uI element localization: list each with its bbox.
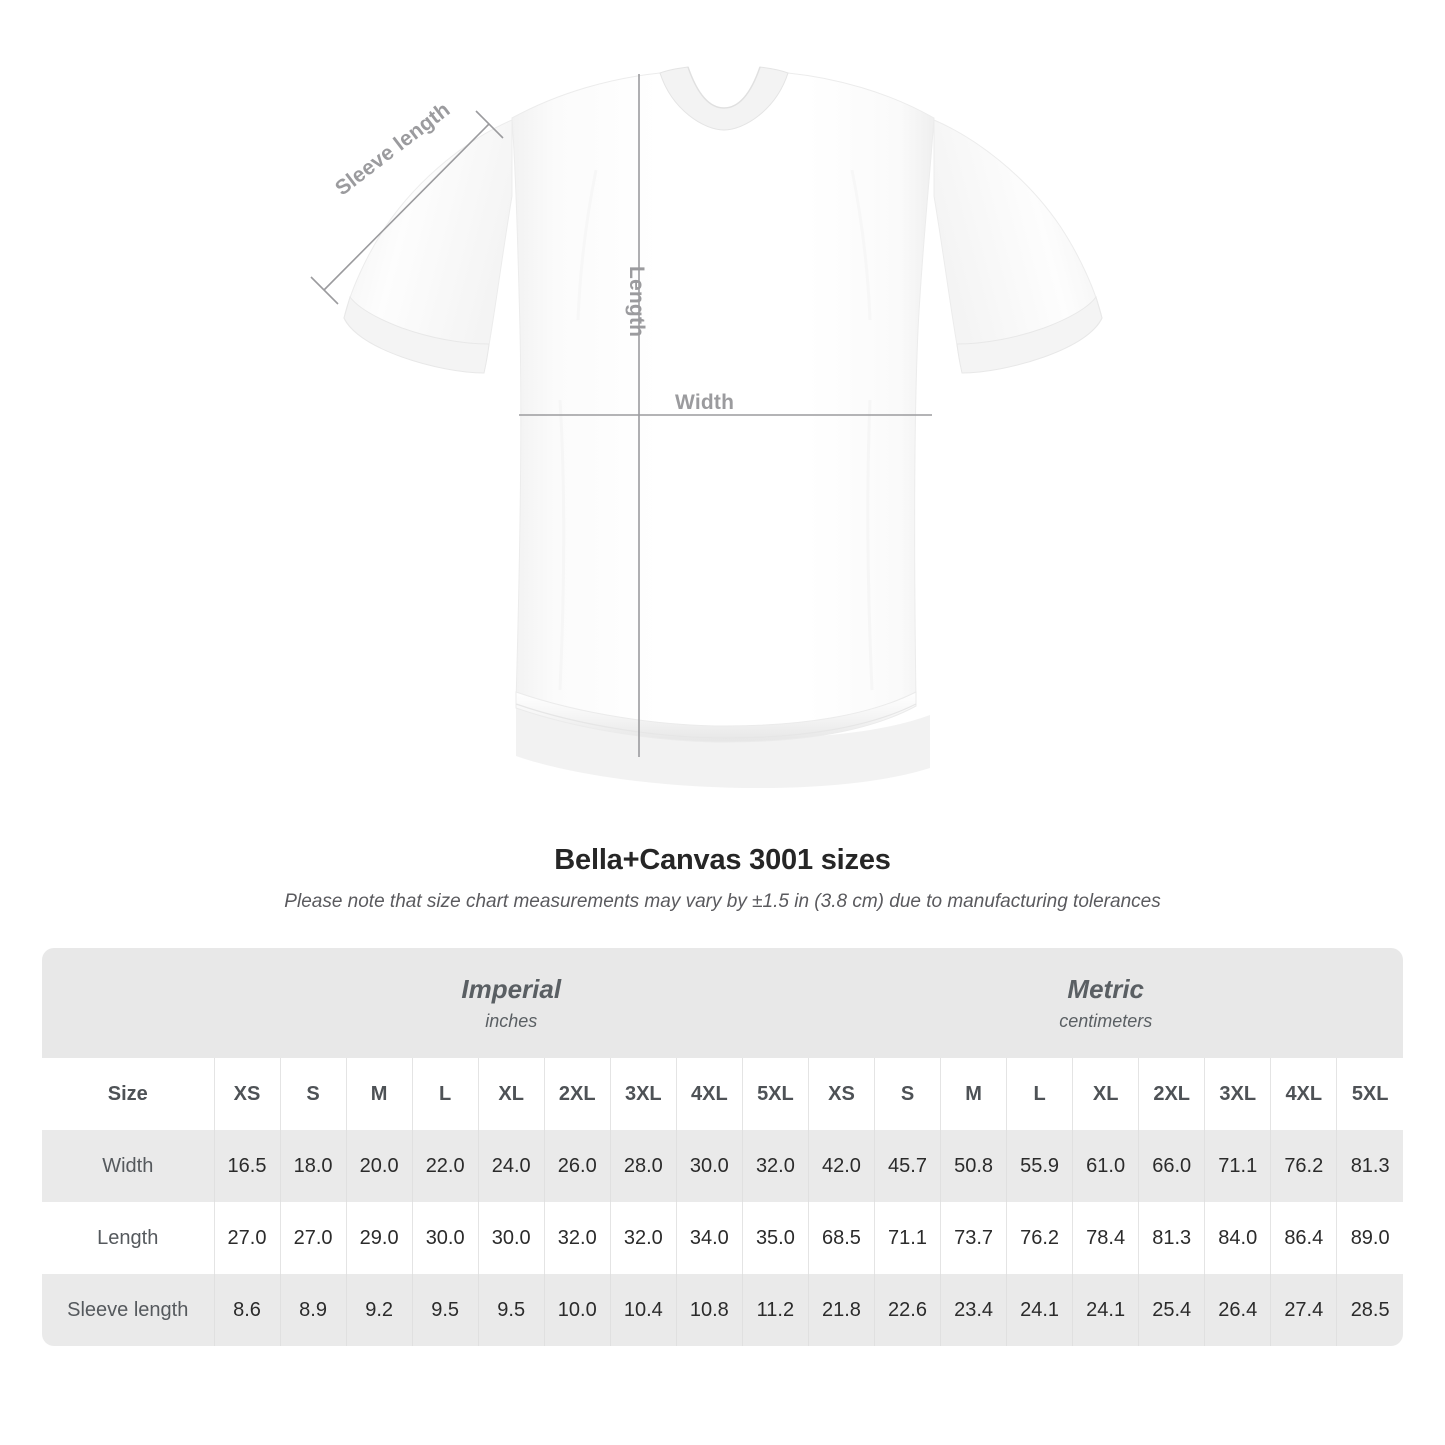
size-header-imperial-l: L <box>411 1058 479 1130</box>
cell-width-metric-3xl: 71.1 <box>1204 1130 1271 1202</box>
cell-length-metric-2xl: 81.3 <box>1138 1202 1205 1274</box>
cell-sleeve-length-imperial-4xl: 10.8 <box>675 1274 743 1346</box>
banner-spacer-cell <box>42 948 214 1058</box>
cell-width-imperial-m: 20.0 <box>345 1130 413 1202</box>
size-header-imperial-4xl: 4XL <box>675 1058 743 1130</box>
tshirt-illustration <box>310 66 1103 789</box>
row-label-width: Width <box>42 1130 214 1202</box>
size-header-metric-xs: XS <box>807 1058 875 1130</box>
unit-system-imperial: Imperial inches <box>214 948 809 1058</box>
width-label: Width <box>675 391 735 414</box>
cell-sleeve-length-metric-xl: 24.1 <box>1072 1274 1139 1346</box>
cell-sleeve-length-imperial-2xl: 10.0 <box>543 1274 611 1346</box>
unit-imperial-sub: inches <box>485 1011 538 1031</box>
cell-width-metric-2xl: 66.0 <box>1138 1130 1205 1202</box>
cell-width-metric-m: 50.8 <box>940 1130 1007 1202</box>
size-header-metric-4xl: 4XL <box>1270 1058 1337 1130</box>
cell-sleeve-length-metric-m: 23.4 <box>940 1274 1007 1346</box>
size-chart-table: Imperial inches Metric centimeters Size … <box>42 948 1403 1346</box>
cell-length-imperial-xl: 30.0 <box>477 1202 545 1274</box>
cell-length-metric-xl: 78.4 <box>1072 1202 1139 1274</box>
cell-width-metric-l: 55.9 <box>1006 1130 1073 1202</box>
cell-sleeve-length-imperial-5xl: 11.2 <box>741 1274 809 1346</box>
cell-width-imperial-s: 18.0 <box>279 1130 347 1202</box>
cell-width-metric-xl: 61.0 <box>1072 1130 1139 1202</box>
cell-length-metric-3xl: 84.0 <box>1204 1202 1271 1274</box>
length-label: Length <box>625 266 648 338</box>
cell-length-metric-xs: 68.5 <box>807 1202 875 1274</box>
table-row: Length 27.0 27.0 29.0 30.0 30.0 32.0 32.0 34.0 35… <box>42 1202 1403 1274</box>
unit-system-metric: Metric centimeters <box>808 948 1403 1058</box>
size-header-imperial-xl: XL <box>477 1058 545 1130</box>
cell-sleeve-length-metric-2xl: 25.4 <box>1138 1274 1205 1346</box>
size-header-imperial-3xl: 3XL <box>609 1058 677 1130</box>
size-header-row: Size XS S M L XL 2XL 3XL 4XL 5XL XS S M L XL 2XL 3XL 4XL… <box>42 1058 1403 1130</box>
size-header-imperial-5xl: 5XL <box>741 1058 809 1130</box>
cell-length-imperial-m: 29.0 <box>345 1202 413 1274</box>
size-header-label: Size <box>42 1058 214 1130</box>
cell-sleeve-length-imperial-xl: 9.5 <box>477 1274 545 1346</box>
cell-length-imperial-l: 30.0 <box>411 1202 479 1274</box>
cell-sleeve-length-imperial-xs: 8.6 <box>213 1274 281 1346</box>
row-label-length: Length <box>42 1202 214 1274</box>
cell-length-metric-l: 76.2 <box>1006 1202 1073 1274</box>
cell-length-metric-s: 71.1 <box>873 1202 941 1274</box>
cell-width-imperial-3xl: 28.0 <box>609 1130 677 1202</box>
cell-length-metric-5xl: 89.0 <box>1336 1202 1403 1274</box>
cell-sleeve-length-metric-5xl: 28.5 <box>1336 1274 1403 1346</box>
cell-width-imperial-2xl: 26.0 <box>543 1130 611 1202</box>
cell-sleeve-length-metric-4xl: 27.4 <box>1270 1274 1337 1346</box>
size-header-metric-2xl: 2XL <box>1138 1058 1205 1130</box>
size-header-imperial-2xl: 2XL <box>543 1058 611 1130</box>
sleeve-dimension-line <box>310 110 504 305</box>
size-header-metric-3xl: 3XL <box>1204 1058 1271 1130</box>
cell-length-metric-m: 73.7 <box>940 1202 1007 1274</box>
cell-length-imperial-xs: 27.0 <box>213 1202 281 1274</box>
cell-length-imperial-3xl: 32.0 <box>609 1202 677 1274</box>
cell-width-imperial-xl: 24.0 <box>477 1130 545 1202</box>
cell-width-imperial-4xl: 30.0 <box>675 1130 743 1202</box>
size-header-metric-xl: XL <box>1072 1058 1139 1130</box>
unit-metric-sub: centimeters <box>1059 1011 1153 1031</box>
size-chart-heading: Bella+Canvas 3001 sizes Please note that… <box>0 840 1445 915</box>
cell-width-imperial-l: 22.0 <box>411 1130 479 1202</box>
table-row: Sleeve length 8.6 8.9 9.2 9.5 9.5 10.0 10.4 10.8… <box>42 1274 1403 1346</box>
cell-sleeve-length-imperial-3xl: 10.4 <box>609 1274 677 1346</box>
page-title: Bella+Canvas 3001 sizes <box>554 844 891 876</box>
table-row: Width 16.5 18.0 20.0 22.0 24.0 26.0 28.0 30.0 32.… <box>42 1130 1403 1202</box>
cell-width-imperial-xs: 16.5 <box>213 1130 281 1202</box>
cell-length-imperial-4xl: 34.0 <box>675 1202 743 1274</box>
size-header-metric-5xl: 5XL <box>1336 1058 1403 1130</box>
cell-sleeve-length-imperial-m: 9.2 <box>345 1274 413 1346</box>
cell-length-metric-4xl: 86.4 <box>1270 1202 1337 1274</box>
tshirt-diagram: Sleeve length Length Width <box>310 66 1103 789</box>
cell-length-imperial-2xl: 32.0 <box>543 1202 611 1274</box>
cell-width-metric-xs: 42.0 <box>807 1130 875 1202</box>
size-header-metric-s: S <box>873 1058 941 1130</box>
cell-sleeve-length-metric-xs: 21.8 <box>807 1274 875 1346</box>
size-chart-table-container: Imperial inches Metric centimeters Size … <box>42 948 1403 1346</box>
cell-length-imperial-s: 27.0 <box>279 1202 347 1274</box>
size-header-metric-m: M <box>940 1058 1007 1130</box>
cell-width-metric-s: 45.7 <box>873 1130 941 1202</box>
size-header-imperial-xs: XS <box>213 1058 281 1130</box>
cell-sleeve-length-metric-3xl: 26.4 <box>1204 1274 1271 1346</box>
cell-sleeve-length-metric-l: 24.1 <box>1006 1274 1073 1346</box>
size-header-imperial-m: M <box>345 1058 413 1130</box>
size-header-metric-l: L <box>1006 1058 1073 1130</box>
cell-sleeve-length-metric-s: 22.6 <box>873 1274 941 1346</box>
unit-metric-name: Metric <box>1067 974 1144 1004</box>
cell-sleeve-length-imperial-s: 8.9 <box>279 1274 347 1346</box>
cell-width-metric-5xl: 81.3 <box>1336 1130 1403 1202</box>
cell-length-imperial-5xl: 35.0 <box>741 1202 809 1274</box>
row-label-sleeve-length: Sleeve length <box>42 1274 214 1346</box>
unit-imperial-name: Imperial <box>461 974 562 1004</box>
cell-width-imperial-5xl: 32.0 <box>741 1130 809 1202</box>
unit-system-banner-row: Imperial inches Metric centimeters <box>42 948 1403 1058</box>
cell-width-metric-4xl: 76.2 <box>1270 1130 1337 1202</box>
cell-sleeve-length-imperial-l: 9.5 <box>411 1274 479 1346</box>
tolerance-note: Please note that size chart measurements… <box>284 891 1161 912</box>
size-header-imperial-s: S <box>279 1058 347 1130</box>
